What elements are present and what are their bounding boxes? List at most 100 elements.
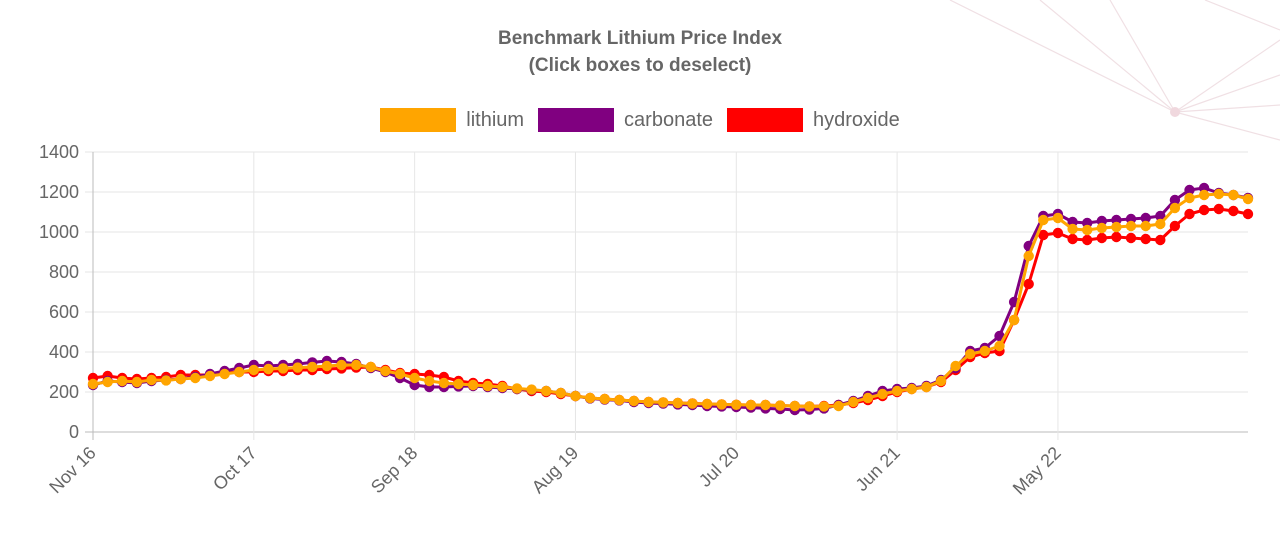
data-point-lithium: [467, 379, 479, 391]
data-point-lithium: [234, 366, 245, 378]
data-point-lithium: [643, 396, 654, 408]
data-point-lithium: [219, 368, 230, 380]
data-point-lithium: [424, 375, 435, 387]
y-tick-label: 1400: [39, 142, 79, 162]
y-tick-label: 0: [69, 422, 79, 442]
y-tick-label: 1000: [39, 222, 79, 242]
data-point-carbonate: [1140, 212, 1151, 224]
data-point-lithium: [584, 392, 596, 404]
data-point-lithium: [380, 365, 391, 377]
data-point-lithium: [965, 348, 976, 360]
legend-label-lithium: lithium: [466, 108, 525, 131]
data-point-hydroxide: [1023, 278, 1034, 290]
data-point-lithium: [672, 397, 683, 409]
data-point-hydroxide: [1242, 208, 1254, 220]
x-tick-label: Jun 21: [852, 443, 904, 495]
data-point-lithium: [935, 375, 947, 387]
data-point-carbonate: [1155, 210, 1166, 222]
x-tick-label: Jul 20: [695, 443, 743, 491]
data-point-lithium: [862, 392, 874, 404]
data-point-lithium: [950, 360, 961, 372]
y-tick-label: 600: [49, 302, 79, 322]
y-tick-label: 400: [49, 342, 79, 362]
data-point-lithium: [307, 361, 318, 373]
data-point-lithium: [204, 370, 216, 382]
chart-title: Benchmark Lithium Price Index: [497, 28, 783, 49]
data-point-hydroxide: [1198, 204, 1210, 216]
data-point-lithium: [321, 360, 333, 372]
legend-item-lithium[interactable]: lithium: [380, 108, 524, 132]
data-point-lithium: [263, 363, 274, 375]
data-point-hydroxide: [1067, 233, 1078, 245]
data-point-hydroxide: [1111, 231, 1122, 243]
data-point-lithium: [336, 359, 347, 371]
data-point-lithium: [716, 399, 727, 410]
legend-item-hydroxide[interactable]: hydroxide: [727, 108, 900, 132]
data-point-hydroxide: [1213, 203, 1225, 215]
data-point-lithium: [365, 361, 376, 373]
data-point-lithium: [351, 359, 362, 371]
data-point-lithium: [1140, 220, 1151, 232]
data-point-lithium: [760, 399, 771, 411]
data-point-lithium: [438, 377, 450, 389]
x-tick-label: Aug 19: [528, 443, 582, 497]
data-point-lithium: [1067, 223, 1078, 235]
data-point-lithium: [526, 384, 537, 395]
data-point-hydroxide: [1169, 220, 1181, 232]
y-tick-label: 800: [49, 262, 79, 282]
data-point-lithium: [906, 383, 917, 395]
data-point-lithium: [277, 363, 289, 374]
data-point-lithium: [146, 374, 157, 386]
data-point-carbonate: [1169, 194, 1181, 206]
data-point-lithium: [570, 390, 581, 402]
data-point-lithium: [979, 345, 990, 357]
data-point-lithium: [1096, 222, 1108, 234]
data-point-hydroxide: [1038, 229, 1049, 241]
data-point-lithium: [731, 399, 742, 410]
data-point-lithium: [1052, 212, 1064, 224]
data-point-lithium: [1228, 189, 1239, 201]
legend-item-carbonate[interactable]: carbonate: [538, 108, 713, 132]
data-point-lithium: [891, 385, 903, 397]
legend-swatch-hydroxide: [727, 108, 804, 132]
data-point-lithium: [687, 398, 698, 409]
y-tick-label: 200: [49, 382, 79, 402]
data-point-carbonate: [1184, 184, 1195, 196]
data-point-hydroxide: [1228, 205, 1239, 217]
data-point-lithium: [175, 373, 186, 385]
data-point-lithium: [160, 375, 172, 386]
data-point-lithium: [745, 399, 757, 411]
data-point-lithium: [1198, 189, 1210, 201]
data-point-hydroxide: [1125, 232, 1137, 244]
y-tick-label: 1200: [39, 182, 79, 202]
data-point-lithium: [394, 368, 406, 380]
data-point-lithium: [848, 396, 859, 408]
data-point-lithium: [921, 381, 932, 393]
data-point-lithium: [628, 395, 640, 407]
legend-swatch-carbonate: [538, 108, 615, 132]
data-point-lithium: [292, 362, 303, 373]
data-point-lithium: [87, 378, 99, 390]
data-point-hydroxide: [1184, 208, 1195, 220]
data-point-lithium: [833, 400, 844, 412]
data-point-lithium: [1169, 202, 1181, 214]
data-point-hydroxide: [1096, 232, 1108, 244]
data-point-lithium: [1038, 214, 1049, 226]
data-point-lithium: [555, 387, 566, 399]
data-point-lithium: [818, 401, 830, 412]
data-point-lithium: [482, 380, 493, 392]
x-tick-label: May 22: [1009, 443, 1065, 499]
x-tick-label: Sep 18: [367, 443, 421, 497]
data-point-lithium: [1008, 314, 1020, 326]
data-point-lithium: [599, 393, 610, 405]
data-point-lithium: [1213, 188, 1225, 200]
data-point-lithium: [877, 388, 888, 400]
data-point-lithium: [1023, 250, 1034, 262]
data-point-lithium: [541, 385, 552, 397]
x-tick-label: Oct 17: [209, 443, 261, 495]
chart-subtitle: (Click boxes to deselect): [528, 55, 752, 76]
data-point-hydroxide: [1082, 234, 1093, 246]
legend-swatch-lithium: [380, 108, 457, 132]
legend-label-hydroxide: hydroxide: [813, 108, 900, 131]
